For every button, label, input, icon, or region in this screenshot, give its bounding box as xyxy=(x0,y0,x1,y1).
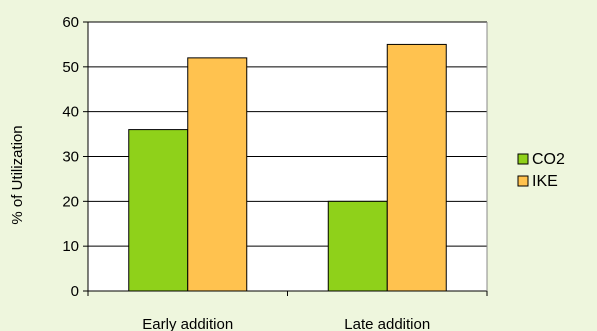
y-tick-label: 0 xyxy=(71,283,79,300)
legend-swatch-co2 xyxy=(517,153,529,165)
x-tick-label: Late addition xyxy=(344,316,430,331)
legend-label-ike: IKE xyxy=(532,173,558,190)
tick-labels: 0 10 20 30 40 50 60 Early addition Late addition xyxy=(62,14,488,331)
y-tick-label: 60 xyxy=(62,14,79,31)
y-tick-label: 30 xyxy=(62,149,79,166)
y-tick-label: 20 xyxy=(62,193,79,210)
y-tick-label: 50 xyxy=(62,59,79,76)
bar-ike-late-addition xyxy=(386,43,447,292)
legend: CO2 IKE xyxy=(517,151,565,190)
y-tick-label: 40 xyxy=(62,104,79,121)
bar-co2-late-addition xyxy=(327,200,388,292)
bar-co2-early-addition xyxy=(128,129,189,292)
legend-label-co2: CO2 xyxy=(532,151,565,168)
y-axis-title: % of Utilization xyxy=(9,125,26,224)
x-tick-label: Early addition xyxy=(142,316,233,331)
legend-swatch-ike xyxy=(517,175,529,187)
bar-ike-early-addition xyxy=(187,57,248,292)
bars xyxy=(128,43,447,292)
y-tick-label: 10 xyxy=(62,238,79,255)
